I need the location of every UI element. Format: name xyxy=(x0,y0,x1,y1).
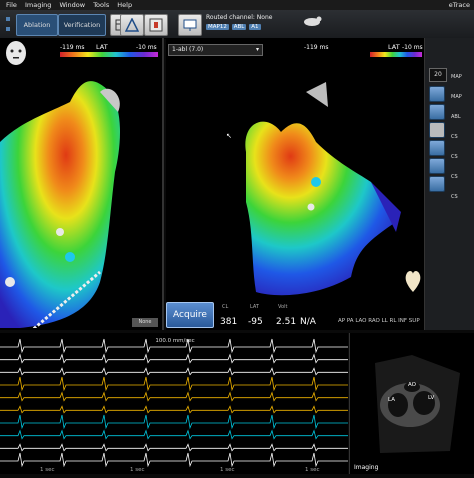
right-tool-panel: 20 MAP MAP ABL CS CS CS CS xyxy=(424,38,474,330)
time-label: 1 sec xyxy=(40,467,55,473)
chevron-down-icon: ▾ xyxy=(255,46,259,53)
echo-label-lv: LV xyxy=(428,395,434,401)
catheter-labels: MAP MAP ABL CS CS CS CS xyxy=(451,74,473,214)
left-heart-map xyxy=(0,81,120,328)
menu-bar: File Imaging Window Tools Help eTrace xyxy=(0,0,474,10)
view-sup-button[interactable]: SUP xyxy=(408,318,420,324)
tag-tool-button[interactable] xyxy=(429,158,445,174)
tab-verification[interactable]: Verification xyxy=(58,14,106,36)
right-map-view[interactable]: 1-abl (7.0) ▾ -119 ms LAT -10 ms ↖ xyxy=(166,38,424,330)
ecg-channel-trace xyxy=(0,452,348,468)
catheter-label: CS xyxy=(451,154,458,160)
menu-imaging[interactable]: Imaging xyxy=(24,1,52,9)
bird-logo-icon xyxy=(300,13,322,27)
catheter-label: CS xyxy=(451,134,458,140)
view-inf-button[interactable]: INF xyxy=(398,318,408,324)
menu-help[interactable]: Help xyxy=(117,1,133,9)
range-min: -119 ms xyxy=(60,44,85,51)
range-min: -119 ms xyxy=(304,44,329,51)
ecg-traces: 100.0 mm/sec 1 sec 1 sec 1 sec 1 sec xyxy=(0,338,348,473)
lat-value: -95 xyxy=(248,317,263,327)
view-rao-button[interactable]: RAO xyxy=(368,318,380,324)
range-max: -10 ms xyxy=(402,44,423,51)
ecg-channel-trace xyxy=(0,367,348,376)
catheter-label: MAP xyxy=(451,74,462,80)
channel-pill[interactable]: MAP12 xyxy=(206,24,229,30)
routed-channel-box: Routed channel: None MAP12 ABL A1 xyxy=(206,14,273,36)
ecg-channel-trace xyxy=(0,376,348,392)
view-rl-button[interactable]: RL xyxy=(389,318,397,324)
readout-header: CL xyxy=(222,304,229,310)
ecg-channel-trace xyxy=(0,391,348,402)
view-buttons: AP PA LAO RAO LL RL INF SUP xyxy=(338,318,424,330)
lat-color-bar xyxy=(370,52,422,57)
view-ll-button[interactable]: LL xyxy=(381,318,388,324)
menu-window[interactable]: Window xyxy=(59,1,86,9)
view-ap-button[interactable]: AP xyxy=(338,318,346,324)
ecg-speed-label: 100.0 mm/sec xyxy=(155,338,194,344)
catheter-label: MAP xyxy=(451,94,462,100)
map-type-label: LAT xyxy=(388,43,400,51)
map-selector[interactable]: 1-abl (7.0) ▾ xyxy=(168,44,263,56)
menu-file[interactable]: File xyxy=(6,1,17,9)
readout-header: Volt xyxy=(278,304,288,310)
time-label: 1 sec xyxy=(130,467,145,473)
catheter-label: CS xyxy=(451,174,458,180)
ecg-panel[interactable]: 100.0 mm/sec 1 sec 1 sec 1 sec 1 sec xyxy=(0,333,348,474)
voltage-value: 2.51 xyxy=(276,317,297,327)
presentation-icon[interactable] xyxy=(178,14,202,36)
time-label: 1 sec xyxy=(305,467,320,473)
orientation-head-icon xyxy=(4,40,28,66)
toolbar: Ablation Verification Routed channel: No… xyxy=(0,10,474,39)
map-type-label: LAT xyxy=(96,43,108,51)
catheter-label: ABL xyxy=(451,114,461,120)
ice-imaging-panel[interactable]: AO LA LV Imaging xyxy=(349,333,474,474)
point-readout: CL LAT Volt 381 -95 2.51 N/A xyxy=(218,302,348,330)
right-heart-map xyxy=(245,82,401,296)
mini-label[interactable]: None xyxy=(132,318,158,327)
pan-tool-button[interactable] xyxy=(429,104,445,120)
cl-value: 381 xyxy=(220,317,238,327)
na-value: N/A xyxy=(300,317,316,327)
menu-tools[interactable]: Tools xyxy=(93,1,110,9)
catheter-label: CS xyxy=(451,194,458,200)
imaging-label: Imaging xyxy=(354,464,379,471)
view-pa-button[interactable]: PA xyxy=(346,318,354,324)
triangle-tool-icon[interactable] xyxy=(120,14,144,36)
channel-pill[interactable]: A1 xyxy=(249,24,261,30)
range-max: -10 ms xyxy=(136,44,157,51)
ecg-channel-trace xyxy=(0,414,348,430)
map-selector-value: 1-abl (7.0) xyxy=(172,46,204,53)
view-lao-button[interactable]: LAO xyxy=(355,318,367,324)
echo-label-ao: AO xyxy=(408,382,417,388)
grid-icon[interactable] xyxy=(2,14,14,34)
cursor-icon: ↖ xyxy=(226,132,232,140)
rotate-tool-button[interactable] xyxy=(429,86,445,102)
routed-channel-label: Routed channel: None xyxy=(206,14,273,21)
view-tool-button[interactable] xyxy=(429,176,445,192)
alert-tool-icon[interactable] xyxy=(144,14,168,36)
lat-color-bar xyxy=(60,52,158,57)
acquire-button[interactable]: Acquire xyxy=(166,302,214,328)
echo-label-la: LA xyxy=(388,397,395,403)
ecg-channel-trace xyxy=(0,443,348,452)
zoom-level[interactable]: 20 xyxy=(429,68,447,82)
readout-header: LAT xyxy=(250,304,259,310)
ultrasound-image: AO LA LV Imaging xyxy=(354,355,460,471)
time-label: 1 sec xyxy=(220,467,235,473)
ecg-channel-trace xyxy=(0,405,348,414)
ecg-channel-trace xyxy=(0,429,348,440)
select-tool-button[interactable] xyxy=(429,122,445,138)
app-title: eTrace xyxy=(448,1,470,9)
heart-orientation-icon xyxy=(402,264,424,294)
left-map-view[interactable]: -119 ms LAT -10 ms None xyxy=(0,38,164,330)
ecg-channel-trace xyxy=(0,353,348,364)
measure-tool-button[interactable] xyxy=(429,140,445,156)
tab-ablation[interactable]: Ablation xyxy=(16,14,58,36)
channel-pill[interactable]: ABL xyxy=(231,24,247,30)
ecg-channel-trace xyxy=(0,338,348,354)
